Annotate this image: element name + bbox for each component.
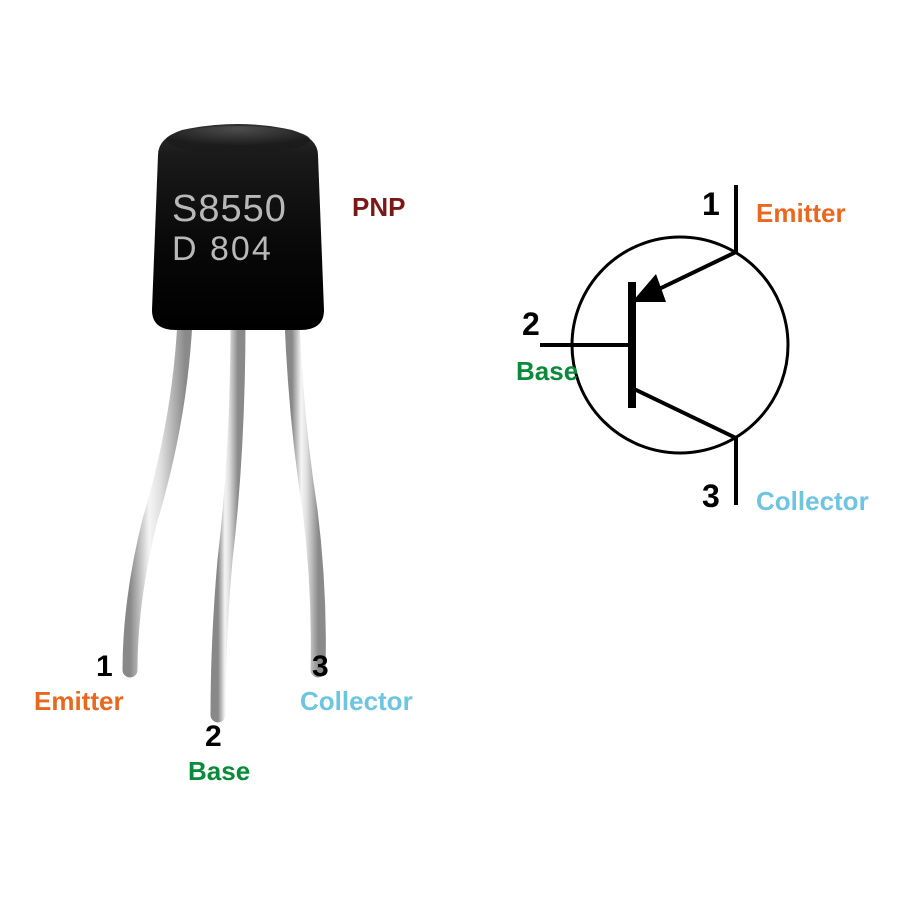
pin3-num-schematic: 3 [702, 478, 720, 515]
pin3-name-schematic: Collector [756, 486, 869, 517]
pin1-num-schematic: 1 [702, 186, 720, 223]
pin1-name-schematic: Emitter [756, 198, 846, 229]
schematic-svg [0, 0, 900, 900]
pin2-name-schematic: Base [516, 356, 578, 387]
pin2-num-schematic: 2 [522, 306, 540, 343]
diagram-container: S8550 D 804 PNP 1 Emitter 2 Base 3 Colle… [0, 0, 900, 900]
